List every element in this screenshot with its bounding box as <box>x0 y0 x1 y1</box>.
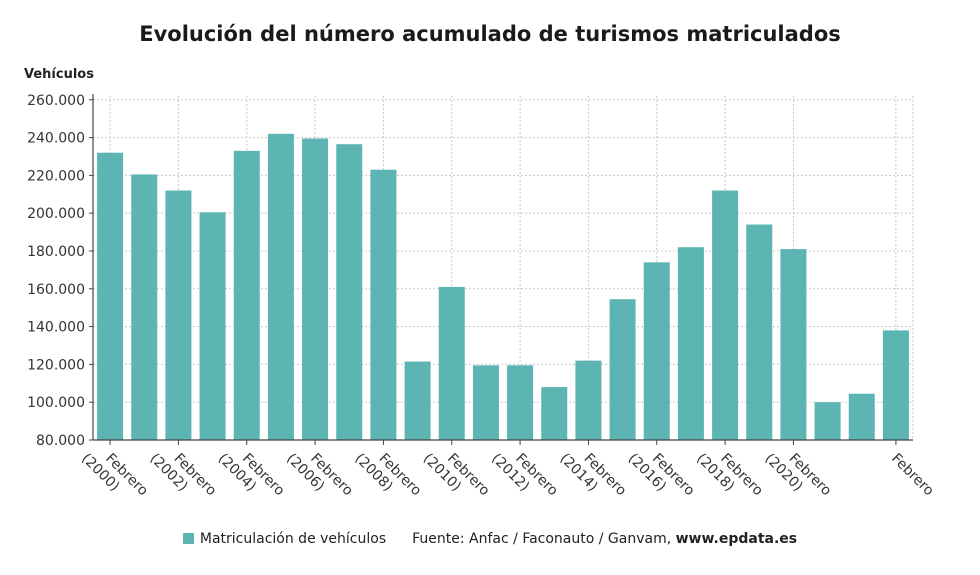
x-tick-label: Febrero(2004) <box>215 438 288 511</box>
x-tick-label: Febrero(2020) <box>761 438 834 511</box>
y-tick-label: 220.000 <box>27 168 85 184</box>
bar <box>370 169 397 440</box>
bar <box>541 387 568 440</box>
x-tick-label: Febrero(2000) <box>78 438 151 511</box>
bar <box>472 365 499 440</box>
y-tick-label: 160.000 <box>27 282 85 298</box>
bar <box>97 152 124 440</box>
source-link[interactable]: www.epdata.es <box>675 531 798 547</box>
legend-series-label: Matriculación de vehículos <box>199 531 387 547</box>
source-text: Fuente: Anfac / Faconauto / Ganvam, <box>412 531 676 547</box>
bar <box>267 133 294 441</box>
bar <box>882 330 909 440</box>
bar <box>780 249 807 440</box>
x-tick-label: Febrero <box>888 450 937 499</box>
legend-swatch <box>182 533 194 544</box>
bar <box>575 360 602 440</box>
bar <box>199 212 226 440</box>
bar <box>438 286 465 440</box>
legend: Matriculación de vehículos Fuente: Anfac … <box>0 531 980 547</box>
bar <box>302 138 329 440</box>
bar <box>746 224 773 440</box>
x-tick-label: Febrero(2014) <box>556 438 629 511</box>
x-tick-label: Febrero(2002) <box>146 438 219 511</box>
bar <box>609 299 636 440</box>
x-tick-label: Febrero(2012) <box>488 438 561 511</box>
bar <box>712 190 739 440</box>
y-tick-label: 260.000 <box>27 93 85 109</box>
bar <box>233 150 260 441</box>
y-tick-label: 120.000 <box>27 357 85 373</box>
y-tick-label: 140.000 <box>27 320 85 336</box>
y-tick-label: 180.000 <box>27 244 85 260</box>
y-tick-label: 240.000 <box>27 131 85 147</box>
x-tick-label: Febrero(2018) <box>693 438 766 511</box>
x-tick-label: Febrero(2008) <box>351 438 424 511</box>
bar <box>404 361 431 440</box>
x-tick-label: Febrero(2016) <box>625 438 698 511</box>
bar <box>507 365 534 440</box>
x-tick-label: Febrero(2010) <box>420 438 493 511</box>
bar <box>336 144 363 440</box>
bar <box>814 402 841 440</box>
y-tick-label: 80.000 <box>36 433 85 449</box>
bar <box>677 247 704 440</box>
bar <box>643 262 670 440</box>
y-tick-label: 100.000 <box>27 395 85 411</box>
bar <box>165 190 192 440</box>
bar <box>848 393 875 440</box>
y-tick-label: 200.000 <box>27 206 85 222</box>
bar <box>131 174 158 440</box>
chart-title: Evolución del número acumulado de turism… <box>139 22 841 46</box>
x-tick-label: Febrero(2006) <box>283 438 356 511</box>
y-axis-label: Vehículos <box>24 67 94 82</box>
